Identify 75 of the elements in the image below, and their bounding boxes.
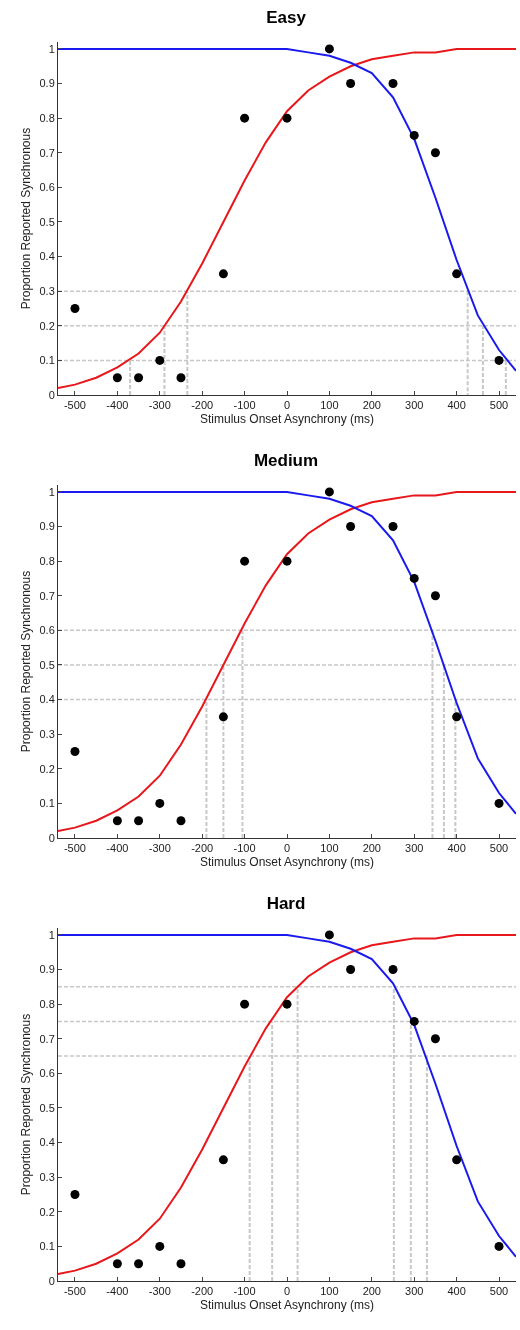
- y-tick-label: 0.4: [39, 693, 55, 706]
- x-tick-label: -300: [148, 1285, 171, 1298]
- y-tick-label: 1: [48, 42, 55, 55]
- y-tick-label: 0.7: [39, 589, 55, 602]
- y-tick-label: 0.1: [39, 354, 55, 367]
- x-axis-title: Stimulus Onset Asynchrony (ms): [199, 1298, 375, 1313]
- x-tick-label: -200: [191, 1285, 214, 1298]
- x-tick-label: 200: [362, 399, 381, 412]
- x-axis-title: Stimulus Onset Asynchrony (ms): [199, 855, 375, 870]
- x-tick-label: -200: [191, 842, 214, 855]
- x-tick-label: 400: [447, 1285, 466, 1298]
- chart-title: Hard: [266, 893, 306, 913]
- x-tick-label: 200: [362, 842, 381, 855]
- y-tick-label: 0.6: [39, 624, 55, 637]
- x-tick-label: 0: [283, 842, 291, 855]
- y-tick-label: 0.2: [39, 319, 55, 332]
- y-tick-label: 0.2: [39, 762, 55, 775]
- y-tick-label: 0.5: [39, 1101, 55, 1114]
- x-tick-label: 100: [320, 399, 339, 412]
- y-tick-label: 0.5: [39, 215, 55, 228]
- y-tick-label: 0.6: [39, 181, 55, 194]
- y-tick-label: 0.3: [39, 285, 55, 298]
- x-tick-label: 100: [320, 842, 339, 855]
- y-tick-label: 1: [48, 485, 55, 498]
- y-tick-label: 0.7: [39, 146, 55, 159]
- x-tick-label: -400: [106, 842, 129, 855]
- x-axis-title: Stimulus Onset Asynchrony (ms): [199, 412, 375, 427]
- y-tick-label: 0.8: [39, 111, 55, 124]
- x-tick-label: 0: [283, 1285, 291, 1298]
- x-tick-label: 300: [405, 842, 424, 855]
- y-tick-label: 0.1: [39, 1240, 55, 1253]
- x-tick-label: -500: [63, 399, 86, 412]
- y-tick-label: 0.4: [39, 1136, 55, 1149]
- x-tick-label: -200: [191, 399, 214, 412]
- y-tick-label: 0: [48, 831, 55, 844]
- y-tick-label: 0.9: [39, 520, 55, 533]
- x-tick-label: -300: [148, 842, 171, 855]
- x-tick-label: 300: [405, 1285, 424, 1298]
- y-tick-label: 1: [48, 928, 55, 941]
- y-tick-label: 0.1: [39, 797, 55, 810]
- chart-title: Easy: [266, 7, 307, 27]
- x-tick-label: 300: [405, 399, 424, 412]
- y-tick-label: 0.3: [39, 728, 55, 741]
- y-axis-title: Proportion Reported Synchronous: [18, 127, 33, 310]
- y-tick-label: 0.7: [39, 1032, 55, 1045]
- x-tick-label: -100: [233, 399, 256, 412]
- x-tick-label: 500: [489, 399, 509, 412]
- y-axis-title: Proportion Reported Synchronous: [18, 570, 33, 753]
- x-tick-label: 400: [447, 399, 466, 412]
- y-tick-label: 0.2: [39, 1205, 55, 1218]
- y-tick-label: 0: [48, 1274, 55, 1287]
- x-tick-label: 500: [489, 1285, 509, 1298]
- x-tick-label: -100: [233, 842, 256, 855]
- x-tick-label: -300: [148, 399, 171, 412]
- y-tick-label: 0.6: [39, 1067, 55, 1080]
- x-tick-label: 0: [283, 399, 291, 412]
- x-tick-label: -400: [106, 399, 129, 412]
- y-tick-label: 0.5: [39, 658, 55, 671]
- y-tick-label: 0.4: [39, 250, 55, 263]
- y-tick-label: 0.3: [39, 1171, 55, 1184]
- y-axis-title: Proportion Reported Synchronous: [18, 1013, 33, 1196]
- y-tick-label: 0.8: [39, 554, 55, 567]
- chart-title: Medium: [253, 450, 319, 470]
- x-tick-label: 500: [489, 842, 509, 855]
- x-tick-label: 400: [447, 842, 466, 855]
- x-tick-label: -500: [63, 842, 86, 855]
- y-tick-label: 0: [48, 388, 55, 401]
- y-tick-label: 0.9: [39, 963, 55, 976]
- y-tick-label: 0.8: [39, 997, 55, 1010]
- x-tick-label: 100: [320, 1285, 339, 1298]
- x-tick-label: 200: [362, 1285, 381, 1298]
- x-tick-label: -400: [106, 1285, 129, 1298]
- x-tick-label: -100: [233, 1285, 256, 1298]
- x-tick-label: -500: [63, 1285, 86, 1298]
- y-tick-label: 0.9: [39, 77, 55, 90]
